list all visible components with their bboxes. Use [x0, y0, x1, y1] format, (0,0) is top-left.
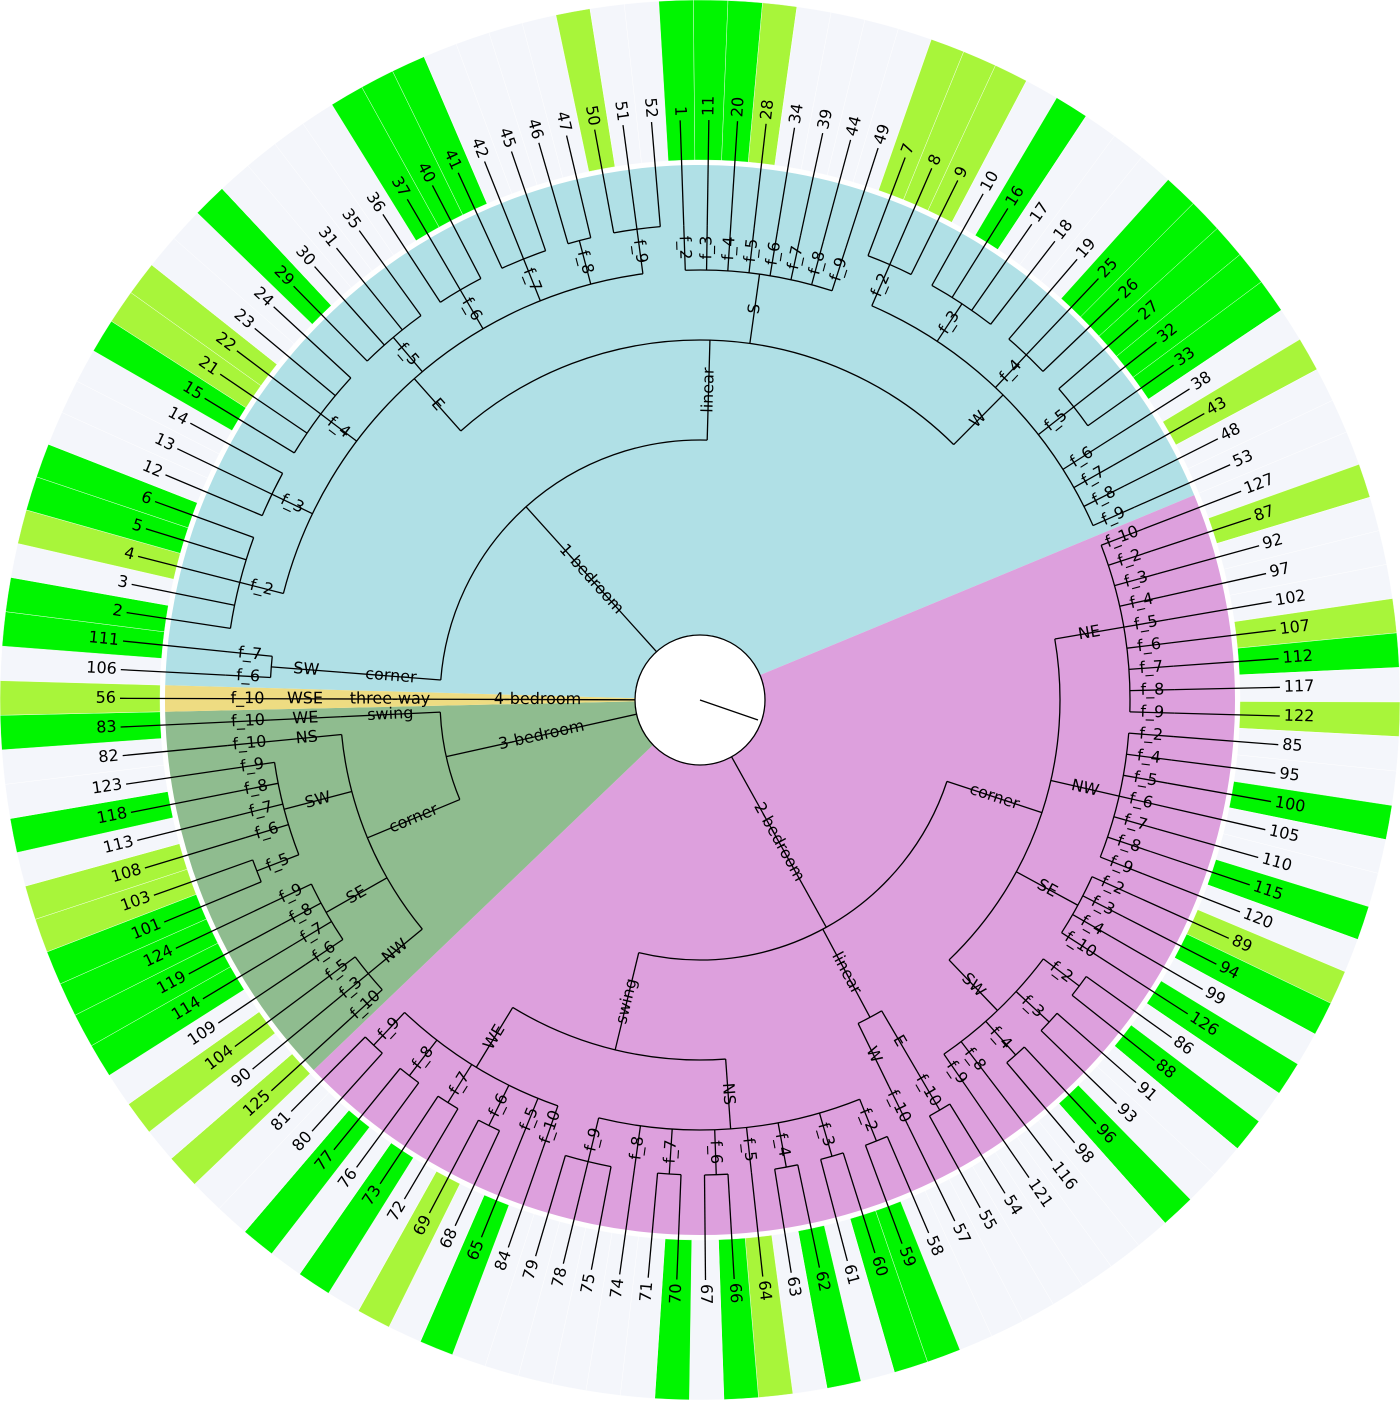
leaf-label-67: 67	[697, 1284, 716, 1305]
node-label: 4-bedroom	[494, 689, 582, 708]
node-label: NE	[1077, 621, 1102, 643]
node-label: f_2	[675, 236, 696, 260]
leaf-label-111: 111	[88, 627, 120, 649]
branch-arc	[705, 1174, 728, 1175]
leaf-label-95: 95	[1278, 763, 1301, 784]
node-label: f_6	[1136, 634, 1162, 657]
leaf-label-106: 106	[86, 657, 117, 678]
node-label: WSE	[287, 688, 323, 707]
strip-cell-67	[689, 1240, 724, 1400]
leaf-label-1: 1	[671, 106, 690, 117]
leaf-label-20: 20	[727, 96, 747, 118]
leaf-label-63: 63	[783, 1275, 805, 1298]
leaf-label-122: 122	[1284, 706, 1315, 726]
node-label: f_7	[1139, 656, 1164, 678]
leaf-label-66: 66	[726, 1282, 746, 1303]
node-label: WE	[292, 707, 319, 727]
leaf-label-74: 74	[606, 1277, 628, 1300]
node-label: three-way	[350, 688, 431, 707]
leaf-label-83: 83	[96, 717, 117, 737]
node-label: NS	[719, 1082, 740, 1105]
leaf-label-52: 52	[641, 97, 662, 119]
node-label: f_7	[659, 1139, 680, 1164]
node-label: f_2	[1139, 723, 1164, 745]
leaf-label-85: 85	[1282, 735, 1304, 756]
leaf-label-51: 51	[611, 100, 633, 123]
node-label: f_5	[740, 237, 763, 263]
leaf-label-11: 11	[698, 96, 717, 117]
leaf-label-28: 28	[756, 98, 777, 120]
leaf-label-64: 64	[755, 1279, 776, 1301]
leaf-label-34: 34	[785, 102, 807, 125]
leaf-label-107: 107	[1278, 616, 1311, 639]
node-label: linear	[697, 367, 717, 413]
node-label: f_6	[236, 665, 261, 686]
node-label: f_7	[237, 642, 263, 664]
node-label: f_6	[706, 1140, 727, 1164]
node-label: f_4	[718, 236, 739, 261]
node-label: f_9	[1140, 702, 1164, 723]
node-label: f_5	[738, 1137, 760, 1163]
node-label: SW	[293, 658, 321, 679]
leaf-label-50: 50	[582, 104, 604, 127]
node-label: f_8	[1140, 679, 1164, 700]
node-label: corner	[365, 664, 418, 687]
node-label: f_10	[231, 710, 266, 732]
leaf-label-75: 75	[576, 1272, 598, 1296]
leaf-label-82: 82	[97, 746, 119, 767]
node-label: f_3	[696, 235, 716, 259]
leaf-label-112: 112	[1282, 646, 1314, 667]
leaf-label-56: 56	[96, 688, 116, 707]
leaf-label-71: 71	[636, 1281, 657, 1303]
leaf-label-117: 117	[1284, 676, 1315, 696]
node-label: f_10	[230, 688, 264, 708]
node-label: NS	[295, 726, 319, 747]
leaf-label-70: 70	[665, 1283, 685, 1304]
